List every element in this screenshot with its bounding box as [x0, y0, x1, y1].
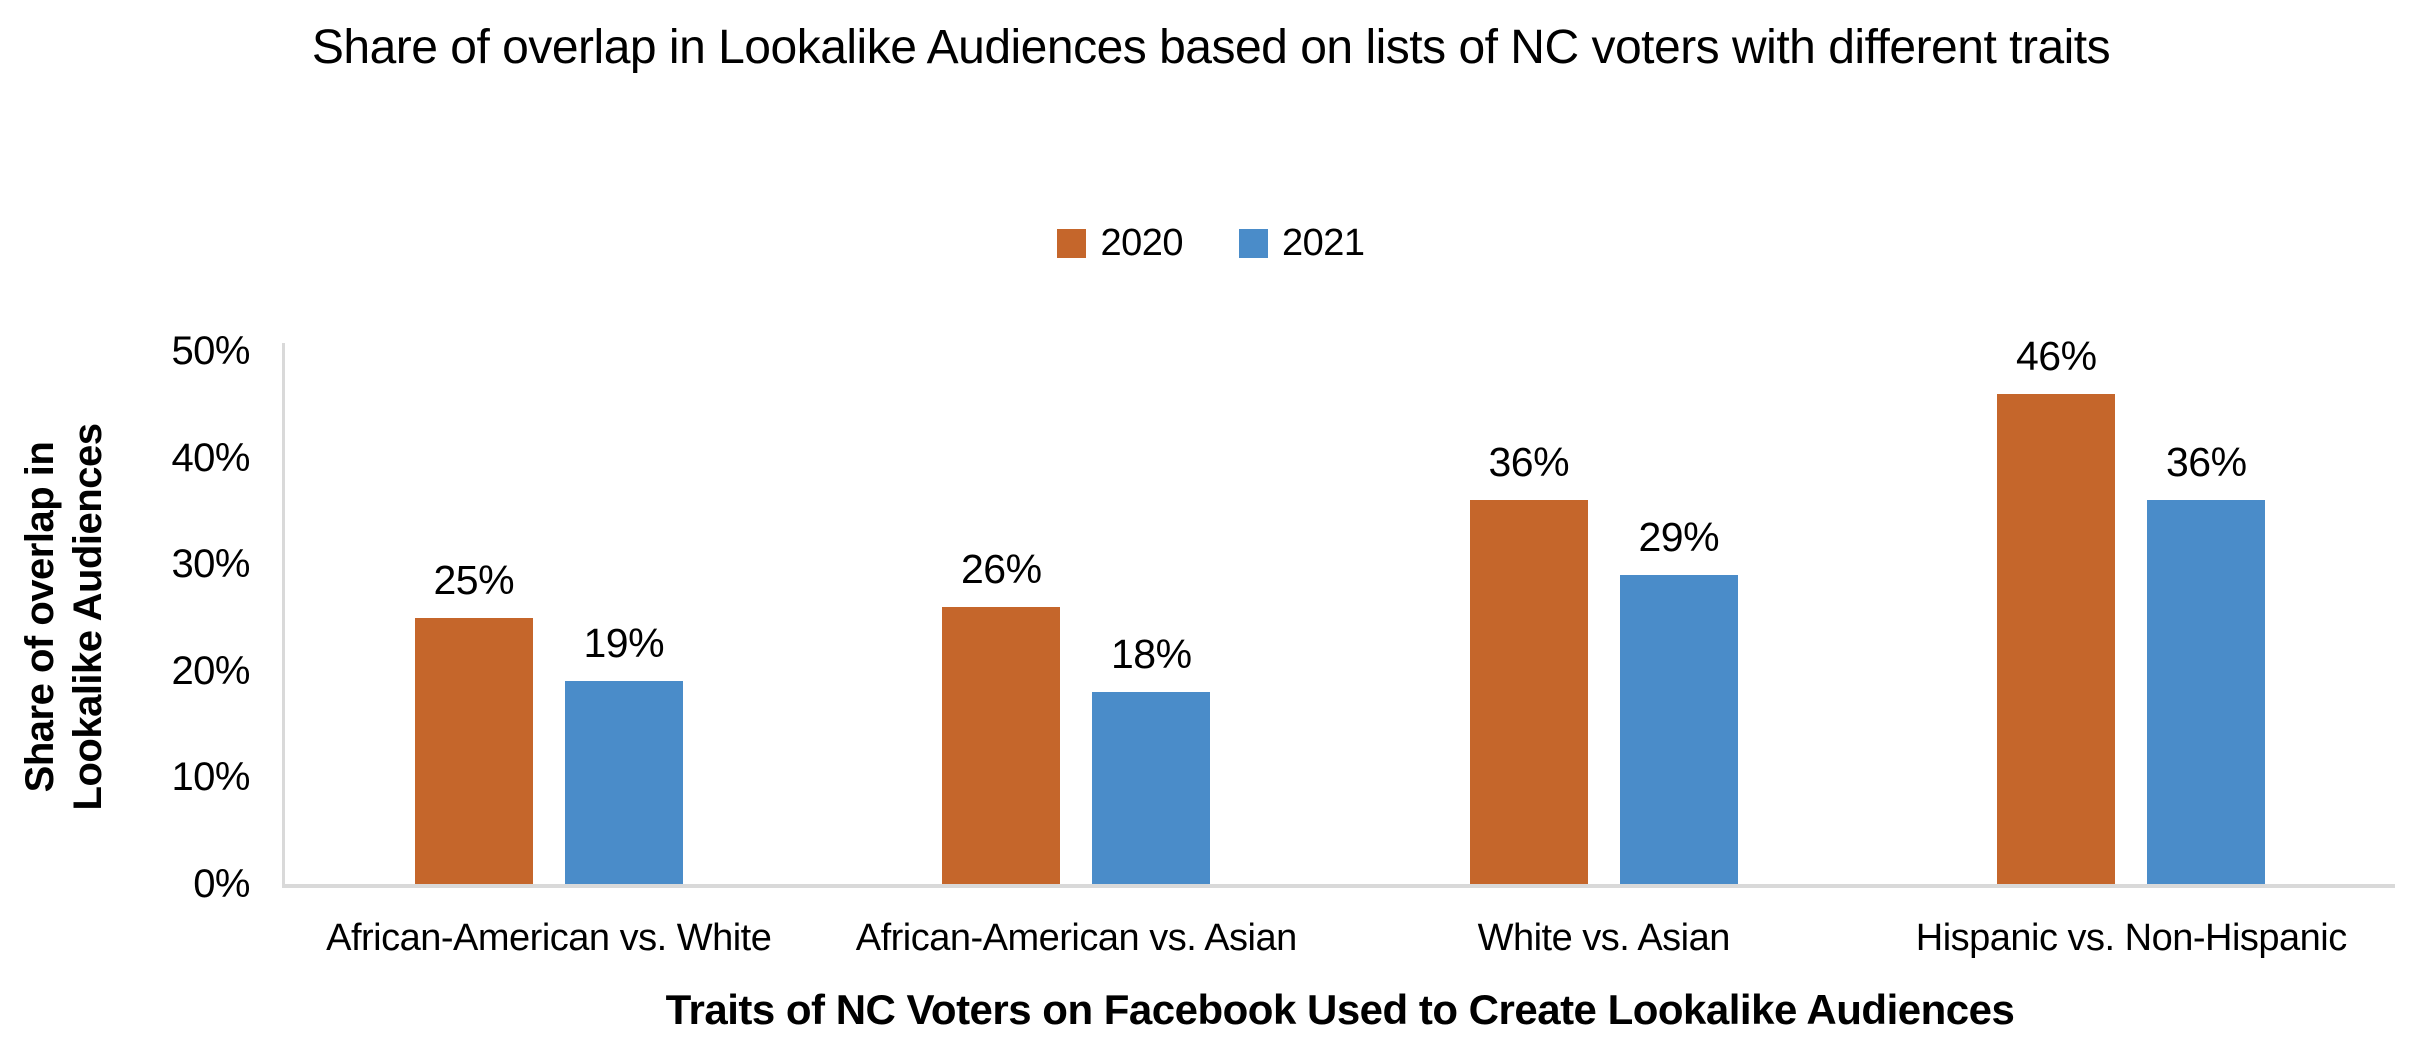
bar-2020: 26% [942, 546, 1061, 884]
legend-swatch-icon [1057, 229, 1087, 258]
bar-2020: 25% [414, 557, 533, 884]
y-tick-label: 40% [171, 435, 250, 480]
bar-data-label: 26% [960, 545, 1042, 592]
bar-2021: 19% [564, 620, 683, 884]
x-category-label: Hispanic vs. Non-Hispanic [1915, 917, 2347, 959]
x-axis-category-labels: African-American vs. White African-Americ… [285, 916, 2395, 960]
bar-2020: 36% [1469, 439, 1588, 884]
plot-area: 25% 19% 26% 18% 36% 29% 46% 36% [285, 333, 2396, 884]
legend-item-2020: 2020 [1057, 222, 1183, 265]
bar-2021: 36% [2147, 439, 2266, 884]
bar-group: 36% 29% [1340, 351, 1868, 884]
legend-swatch-icon [1239, 229, 1268, 258]
bar-data-label: 46% [2015, 332, 2097, 379]
legend-item-2021: 2021 [1239, 222, 1365, 265]
bar-data-label: 25% [433, 556, 515, 603]
bar-2021: 29% [1619, 514, 1738, 884]
x-category-label: African-American vs. Asian [855, 917, 1298, 959]
bar-data-label: 29% [1638, 513, 1720, 560]
bar-2021: 18% [1092, 631, 1211, 884]
chart-title: Share of overlap in Lookalike Audiences … [0, 10, 2422, 86]
y-axis-title-line1: Share of overlap in [18, 441, 62, 793]
y-tick-label: 50% [171, 329, 250, 373]
bar-data-label: 36% [1488, 439, 1570, 486]
y-tick-label: 0% [193, 862, 250, 906]
y-tick-label: 10% [171, 755, 250, 800]
y-tick-label: 20% [171, 648, 250, 693]
bar-data-label: 36% [2165, 439, 2247, 486]
bar-group: 26% 18% [813, 351, 1341, 884]
chart-title-text: Share of overlap in Lookalike Audiences … [311, 21, 2111, 74]
x-axis-title: Traits of NC Voters on Facebook Used to … [665, 986, 2015, 1033]
y-axis-tick-labels: 0% 10% 20% 30% 40% 50% [60, 0, 250, 1054]
legend-label: 2020 [1100, 222, 1183, 264]
bar-group: 46% 36% [1868, 333, 2396, 884]
x-category-label: African-American vs. White [326, 917, 772, 959]
legend: 2020 2021 [0, 222, 2422, 265]
x-axis-line [282, 884, 2395, 888]
x-category-label: White vs. Asian [1477, 917, 1731, 959]
bar-group: 25% 19% [285, 351, 813, 884]
y-axis-line [282, 343, 285, 888]
legend-label: 2021 [1282, 222, 1365, 264]
bar-data-label: 19% [583, 620, 665, 667]
bar-2020: 46% [1997, 333, 2116, 884]
y-tick-label: 30% [171, 542, 250, 587]
bar-data-label: 18% [1110, 631, 1192, 678]
